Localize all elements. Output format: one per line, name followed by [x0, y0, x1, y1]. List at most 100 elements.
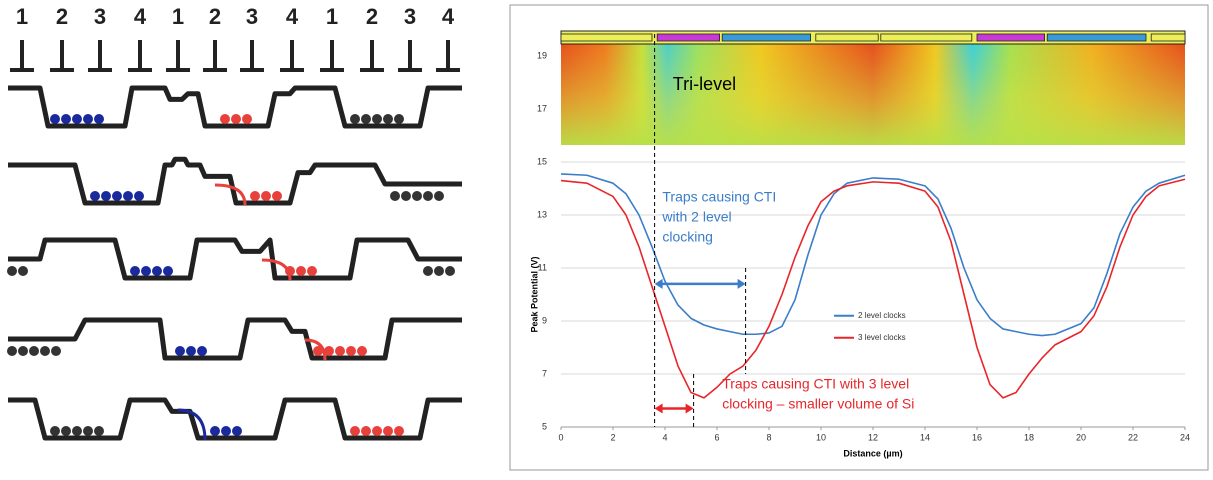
- charge-arrow: [214, 183, 247, 206]
- chart-frame: [509, 4, 1209, 471]
- charge: [307, 266, 317, 276]
- charge: [40, 346, 50, 356]
- charge: [210, 426, 220, 436]
- charge: [313, 346, 323, 356]
- charge: [423, 191, 433, 201]
- charge: [445, 266, 455, 276]
- charge: [72, 426, 82, 436]
- charge: [61, 426, 71, 436]
- charge: [412, 191, 422, 201]
- x-tick-label: 10: [816, 432, 826, 442]
- electrode: [50, 40, 74, 72]
- charge: [101, 191, 111, 201]
- x-tick-label: 16: [972, 432, 982, 442]
- charge: [152, 266, 162, 276]
- gate: [976, 33, 1045, 42]
- charge: [357, 346, 367, 356]
- y-tick-label: 11: [538, 262, 547, 272]
- clock-label: 4: [134, 4, 147, 29]
- x-tick-label: 20: [1076, 432, 1086, 442]
- potential-profile: [8, 397, 462, 441]
- electrode: [203, 40, 227, 72]
- charge: [220, 114, 230, 124]
- x-tick-label: 8: [766, 432, 771, 442]
- electrode: [166, 40, 190, 72]
- electrode: [320, 40, 344, 72]
- y-tick-label: 17: [537, 103, 547, 113]
- charge: [83, 114, 93, 124]
- potential-profile: [8, 317, 462, 361]
- charge: [346, 346, 356, 356]
- electrode: [280, 40, 304, 72]
- charge: [350, 114, 360, 124]
- clock-label: 1: [172, 4, 184, 29]
- charge: [401, 191, 411, 201]
- gate: [880, 33, 973, 42]
- charge: [163, 266, 173, 276]
- electrode: [10, 40, 34, 72]
- gate: [656, 33, 721, 42]
- y-tick-label: 9: [542, 315, 547, 325]
- charge: [94, 114, 104, 124]
- charge: [221, 426, 231, 436]
- charge: [72, 114, 82, 124]
- clock-label: 3: [246, 4, 258, 29]
- charge: [261, 191, 271, 201]
- gate: [1046, 33, 1147, 42]
- electrode: [240, 40, 264, 72]
- charge: [18, 266, 28, 276]
- charge: [361, 114, 371, 124]
- x-tick-label: 4: [662, 432, 667, 442]
- electrode: [360, 40, 384, 72]
- charge-arrow: [177, 408, 207, 441]
- charge: [272, 191, 282, 201]
- x-tick-label: 22: [1128, 432, 1138, 442]
- series-line: [560, 178, 1186, 399]
- y-tick-label: 5: [542, 421, 547, 431]
- gate: [721, 33, 812, 42]
- charge: [394, 426, 404, 436]
- y-tick-label: 7: [542, 368, 547, 378]
- x-tick-label: 2: [610, 432, 615, 442]
- clock-label: 2: [209, 4, 221, 29]
- electrode: [398, 40, 422, 72]
- charge: [123, 191, 133, 201]
- charge: [372, 426, 382, 436]
- clock-label: 2: [366, 4, 378, 29]
- annotation: Tri-level: [673, 74, 736, 94]
- gate: [1150, 33, 1186, 42]
- y-tick-label: 13: [537, 209, 547, 219]
- charge: [94, 426, 104, 436]
- charge: [434, 266, 444, 276]
- charge: [50, 114, 60, 124]
- series-line: [560, 173, 1186, 337]
- legend-label: 3 level clocks: [858, 333, 906, 342]
- y-axis-title: Peak Potential (V): [529, 256, 539, 332]
- charge: [383, 114, 393, 124]
- charge: [423, 266, 433, 276]
- gate: [560, 33, 653, 42]
- charge: [7, 266, 17, 276]
- charge: [434, 191, 444, 201]
- potential-profile: [8, 237, 462, 281]
- electrode: [128, 40, 152, 72]
- charge: [197, 346, 207, 356]
- charge: [61, 114, 71, 124]
- charge: [394, 114, 404, 124]
- annotation: Traps causing CTI: [662, 189, 776, 205]
- charge: [51, 346, 61, 356]
- potential-profile: [8, 156, 462, 206]
- x-tick-label: 6: [714, 432, 719, 442]
- charge: [390, 191, 400, 201]
- charge: [141, 266, 151, 276]
- charge: [83, 426, 93, 436]
- charge: [186, 346, 196, 356]
- charge: [130, 266, 140, 276]
- charge: [350, 426, 360, 436]
- charge: [383, 426, 393, 436]
- charge: [50, 426, 60, 436]
- electrode: [88, 40, 112, 72]
- charge: [372, 114, 382, 124]
